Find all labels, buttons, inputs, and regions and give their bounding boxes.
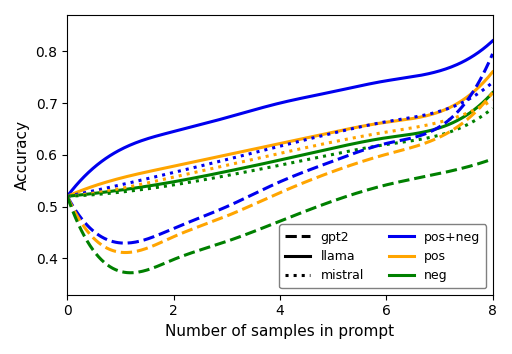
Legend: gpt2, llama, mistral, pos+neg, pos, neg: gpt2, llama, mistral, pos+neg, pos, neg: [279, 224, 486, 289]
Y-axis label: Accuracy: Accuracy: [15, 120, 30, 190]
X-axis label: Number of samples in prompt: Number of samples in prompt: [165, 324, 394, 339]
